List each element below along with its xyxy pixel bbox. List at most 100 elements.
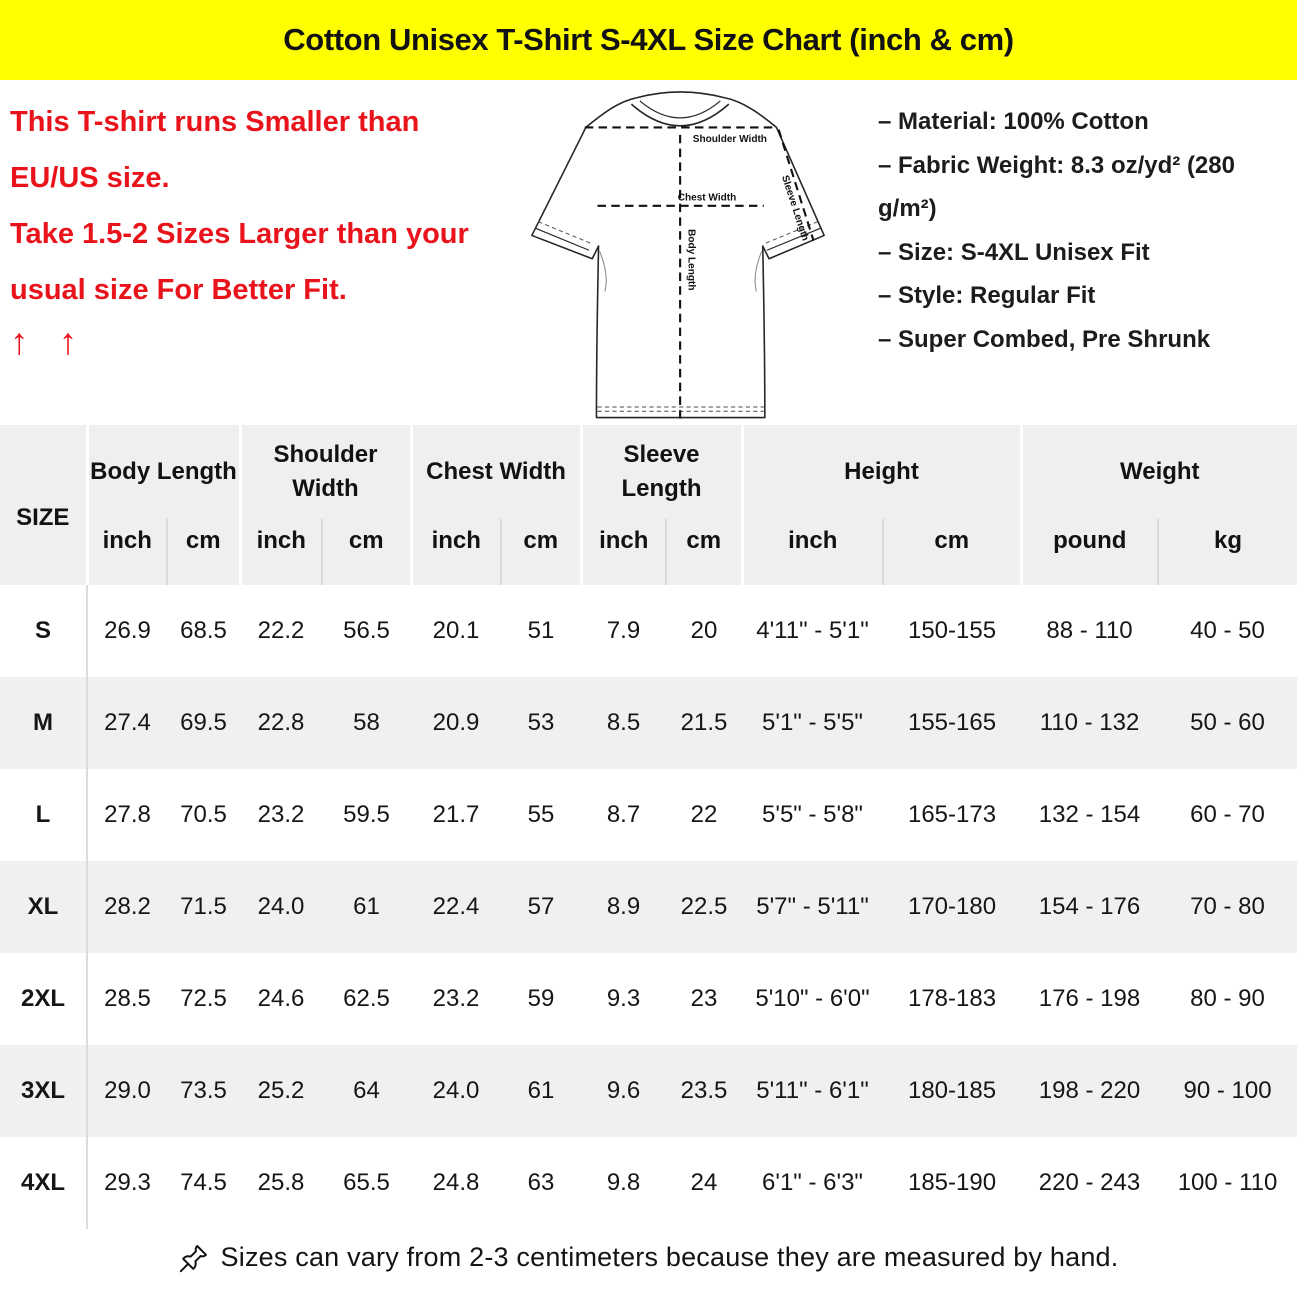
fit-notice-line1: This T-shirt runs Smaller than EU/US siz… — [10, 106, 420, 194]
value-cell: 24.6 — [257, 985, 305, 1012]
value-cell: 9.8 — [606, 1169, 641, 1196]
value-cell: 69.5 — [180, 709, 227, 736]
unit-header: inch — [85, 519, 167, 585]
value-cell: 90 - 100 — [1183, 1077, 1272, 1104]
col-group-header: Shoulder Width — [238, 425, 411, 519]
value-cell: 20 — [690, 617, 718, 644]
value-cell: 60 - 70 — [1190, 801, 1265, 828]
value-cell: 178-183 — [907, 985, 997, 1012]
col-header-size: SIZE — [0, 425, 87, 585]
value-cell: 154 - 176 — [1038, 893, 1141, 920]
value-cell: 5'11" - 6'1" — [756, 1077, 869, 1104]
table-row: L 27.8 70.5 23.2 59.5 21.7 55 8.7 22 5'5" - 5'8" 1… — [0, 769, 1297, 861]
value-cell: 5'10" - 6'0" — [755, 985, 870, 1012]
value-cell: 80 - 90 — [1190, 985, 1265, 1012]
value-cell: 28.5 — [86, 953, 167, 1045]
value-cell: 53 — [527, 709, 555, 736]
col-group-header: Body Length — [85, 425, 240, 519]
table-row: XL 28.2 71.5 24.0 61 22.4 57 8.9 22.5 5'7" - 5'11… — [0, 861, 1297, 953]
value-cell: 25.2 — [257, 1077, 305, 1104]
unit-header: cm — [500, 519, 581, 585]
value-cell: 23 — [690, 985, 718, 1012]
value-cell: 23.2 — [257, 801, 305, 828]
footnote: Sizes can vary from 2-3 centimeters beca… — [0, 1229, 1297, 1286]
value-cell: 57 — [527, 893, 555, 920]
unit-header: inch — [409, 519, 501, 585]
value-cell: 27.4 — [86, 677, 167, 769]
col-group-header: Weight — [1019, 425, 1297, 519]
tshirt-drawing-icon: Shoulder Width Chest Width Body Length S… — [531, 91, 825, 421]
unit-header: inch — [579, 519, 666, 585]
value-cell: 9.3 — [606, 985, 641, 1012]
value-cell: 7.9 — [606, 617, 641, 644]
value-cell: 24 — [690, 1169, 718, 1196]
value-cell: 9.6 — [606, 1077, 641, 1104]
value-cell: 61 — [527, 1077, 555, 1104]
value-cell: 61 — [353, 893, 380, 920]
value-cell: 185-190 — [907, 1169, 997, 1196]
value-cell: 24.8 — [432, 1169, 480, 1196]
value-cell: 24.0 — [432, 1077, 480, 1104]
size-cell: 2XL — [20, 985, 65, 1012]
unit-header: inch — [238, 519, 322, 585]
value-cell: 40 - 50 — [1190, 617, 1265, 644]
value-cell: 63 — [527, 1169, 555, 1196]
value-cell: 68.5 — [180, 617, 227, 644]
size-cell: 3XL — [20, 1077, 65, 1104]
value-cell: 22.2 — [257, 617, 305, 644]
value-cell: 20.1 — [432, 617, 480, 644]
value-cell: 5'1" - 5'5" — [762, 709, 863, 736]
body-length-label: Body Length — [686, 229, 697, 290]
top-section: This T-shirt runs Smaller than EU/US siz… — [0, 80, 1297, 425]
unit-header: kg — [1157, 519, 1297, 585]
value-cell: 22.8 — [257, 709, 305, 736]
value-cell: 70 - 80 — [1190, 893, 1265, 920]
value-cell: 70.5 — [180, 801, 227, 828]
value-cell: 180-185 — [907, 1077, 997, 1104]
value-cell: 23.5 — [680, 1077, 728, 1104]
value-cell: 155-165 — [907, 709, 997, 736]
value-cell: 198 - 220 — [1038, 1077, 1141, 1104]
size-table-header: SIZE Body Length Shoulder Width Chest Width… — [0, 425, 1297, 585]
pushpin-icon — [179, 1244, 207, 1272]
value-cell: 64 — [353, 1077, 380, 1104]
value-cell: 132 - 154 — [1038, 801, 1141, 828]
value-cell: 5'7" - 5'11" — [756, 893, 869, 920]
sleeve-length-line — [777, 129, 815, 242]
value-cell: 110 - 132 — [1039, 709, 1140, 736]
spec-size: – Size: S-4XL Unisex Fit — [878, 238, 1150, 266]
value-cell: 72.5 — [180, 985, 227, 1012]
size-cell: L — [35, 801, 51, 828]
value-cell: 22.5 — [680, 893, 728, 920]
value-cell: 24.0 — [257, 893, 305, 920]
table-row: 4XL 29.3 74.5 25.8 65.5 24.8 63 9.8 24 6'1" - 6'3… — [0, 1137, 1297, 1229]
value-cell: 165-173 — [907, 801, 997, 828]
value-cell: 22 — [690, 801, 718, 828]
footnote-text: Sizes can vary from 2-3 centimeters beca… — [220, 1242, 1119, 1272]
banner: Cotton Unisex T-Shirt S-4XL Size Chart (… — [0, 0, 1297, 80]
value-cell: 29.0 — [86, 1045, 167, 1137]
product-specs: – Material: 100% Cotton – Fabric Weight:… — [854, 80, 1291, 425]
table-row: S 26.9 68.5 22.2 56.5 20.1 51 7.9 20 4'11" - 5'1"… — [0, 585, 1297, 677]
value-cell: 59 — [527, 985, 555, 1012]
value-cell: 62.5 — [343, 985, 390, 1012]
col-group-header: Sleeve Length — [579, 425, 742, 519]
value-cell: 21.5 — [680, 709, 728, 736]
size-cell: XL — [27, 893, 59, 920]
value-cell: 65.5 — [343, 1169, 390, 1196]
value-cell: 55 — [527, 801, 555, 828]
value-cell: 73.5 — [180, 1077, 227, 1104]
value-cell: 170-180 — [907, 893, 997, 920]
unit-header: cm — [166, 519, 240, 585]
value-cell: 27.8 — [86, 769, 167, 861]
value-cell: 20.9 — [432, 709, 480, 736]
value-cell: 220 - 243 — [1038, 1169, 1141, 1196]
value-cell: 88 - 110 — [1046, 617, 1133, 644]
spec-material: – Material: 100% Cotton — [878, 108, 1149, 135]
value-cell: 4'11" - 5'1" — [756, 617, 869, 644]
value-cell: 58 — [353, 709, 380, 736]
value-cell: 51 — [527, 617, 555, 644]
table-row: 3XL 29.0 73.5 25.2 64 24.0 61 9.6 23.5 5'11" - 6'… — [0, 1045, 1297, 1137]
unit-header: cm — [321, 519, 411, 585]
unit-header: cm — [881, 519, 1022, 585]
